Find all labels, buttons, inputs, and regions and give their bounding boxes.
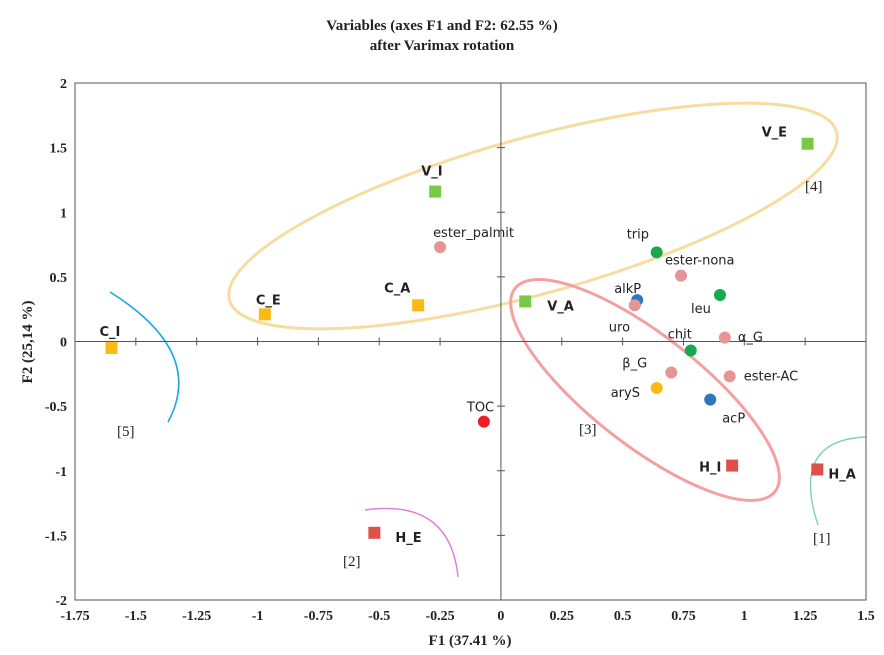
arc-group-2 [364,507,459,578]
point-label-H_E: H_E [395,531,421,546]
group-label-3: [3] [579,422,597,438]
point-aryS [650,382,663,395]
point-label-H_I: H_I [699,461,721,476]
point-V_I [429,185,442,198]
x-tick-label: -0.25 [425,609,454,624]
point-acP [704,393,717,406]
point-ester-nona [675,269,688,282]
point-label-V_I: V_I [421,165,442,180]
point-labels: V_E V_I V_A C_E C_A C_I H_A H_I H_E ester_palmit t… [100,126,856,546]
point-label-α_G: α_G [738,331,763,346]
point-β_G [665,366,678,379]
point-C_I [105,341,118,354]
y-tick-label: 1 [60,206,67,221]
x-tick-label: -0.5 [368,609,390,624]
group-label-5: [5] [117,424,135,440]
y-tick-label: -0.5 [45,400,67,415]
group-label-2: [2] [343,554,361,570]
point-C_E [258,308,271,321]
point-label-aryS: aryS [611,386,640,401]
point-α_G [718,331,731,344]
point-label-chit: chit [668,328,692,343]
point-label-ester-AC: ester-AC [744,369,799,384]
ellipse-group-4 [227,101,839,331]
x-tick-label: 0.5 [614,609,632,624]
point-ester_palmit [434,241,447,254]
point-label-ester_palmit: ester_palmit [433,226,514,241]
y-tick-label: 0 [60,336,67,351]
point-label-TOC: TOC [466,401,494,416]
point-label-uro: uro [609,320,630,335]
chart-subtitle: after Varimax rotation [370,38,515,54]
point-V_E [801,137,814,150]
x-tick-label: -1.25 [182,609,211,624]
point-label-V_A: V_A [547,299,574,314]
ellipse-group-3 [509,278,781,502]
cluster-ellipses [109,101,867,578]
point-TOC [477,415,490,428]
point-label-acP: acP [722,412,745,427]
x-tick-label: 0.75 [671,609,696,624]
point-V_A [519,295,532,308]
y-tick-label: 1.5 [50,142,68,157]
x-axis-title: F1 (37.41 %) [429,633,512,649]
point-label-ester-nona: ester-nona [665,254,734,269]
group-labels: [1] [2] [3] [4] [5] [117,179,831,570]
x-tick-label: 0 [497,609,504,624]
point-chit [684,344,697,357]
point-label-C_A: C_A [384,281,410,296]
arc-group-5 [109,291,180,423]
point-label-leu: leu [691,302,711,317]
point-H_I [726,459,739,472]
point-ester-AC [723,370,736,383]
data-points [105,137,824,539]
x-tick-labels: -1.75 -1.5 -1.25 -1 -0.75 -0.5 -0.25 0 0.25 0.5 0.… [60,609,874,624]
group-label-4: [4] [805,179,823,195]
y-axis-title: F2 (25,14 %) [20,301,36,384]
point-C_A [412,299,425,312]
x-tick-label: -0.75 [304,609,333,624]
point-H_E [368,526,381,539]
y-tick-label: -1.5 [45,529,67,544]
point-label-C_I: C_I [100,325,121,340]
x-tick-label: -1 [252,609,264,624]
x-tick-label: 0.25 [550,609,575,624]
y-tick-labels: 2 1.5 1 0.5 0 -0.5 -1 -1.5 -2 [45,77,67,609]
y-tick-label: -2 [55,594,67,609]
x-tick-label: -1.5 [125,609,147,624]
point-label-β_G: β_G [622,357,647,372]
x-tick-label: -1.75 [60,609,89,624]
point-trip [650,246,663,259]
point-uro [628,299,641,312]
y-tick-label: -1 [55,465,67,480]
group-label-1: [1] [813,531,831,547]
point-label-alkP: alkP [614,282,641,297]
y-tick-label: 2 [60,77,67,92]
point-label-trip: trip [627,227,649,242]
y-tick-label: 0.5 [50,271,68,286]
axes [74,82,867,601]
x-tick-label: 1 [741,609,748,624]
point-label-V_E: V_E [762,126,787,141]
chart-title: Variables (axes F1 and F2: 62.55 %) [326,18,558,34]
x-tick-label: 1.5 [857,609,875,624]
point-label-C_E: C_E [256,293,281,308]
x-tick-label: 1.25 [793,609,818,624]
arc-group-1 [809,436,867,526]
point-H_A [811,463,824,476]
point-label-H_A: H_A [828,467,855,482]
point-leu [713,288,726,301]
